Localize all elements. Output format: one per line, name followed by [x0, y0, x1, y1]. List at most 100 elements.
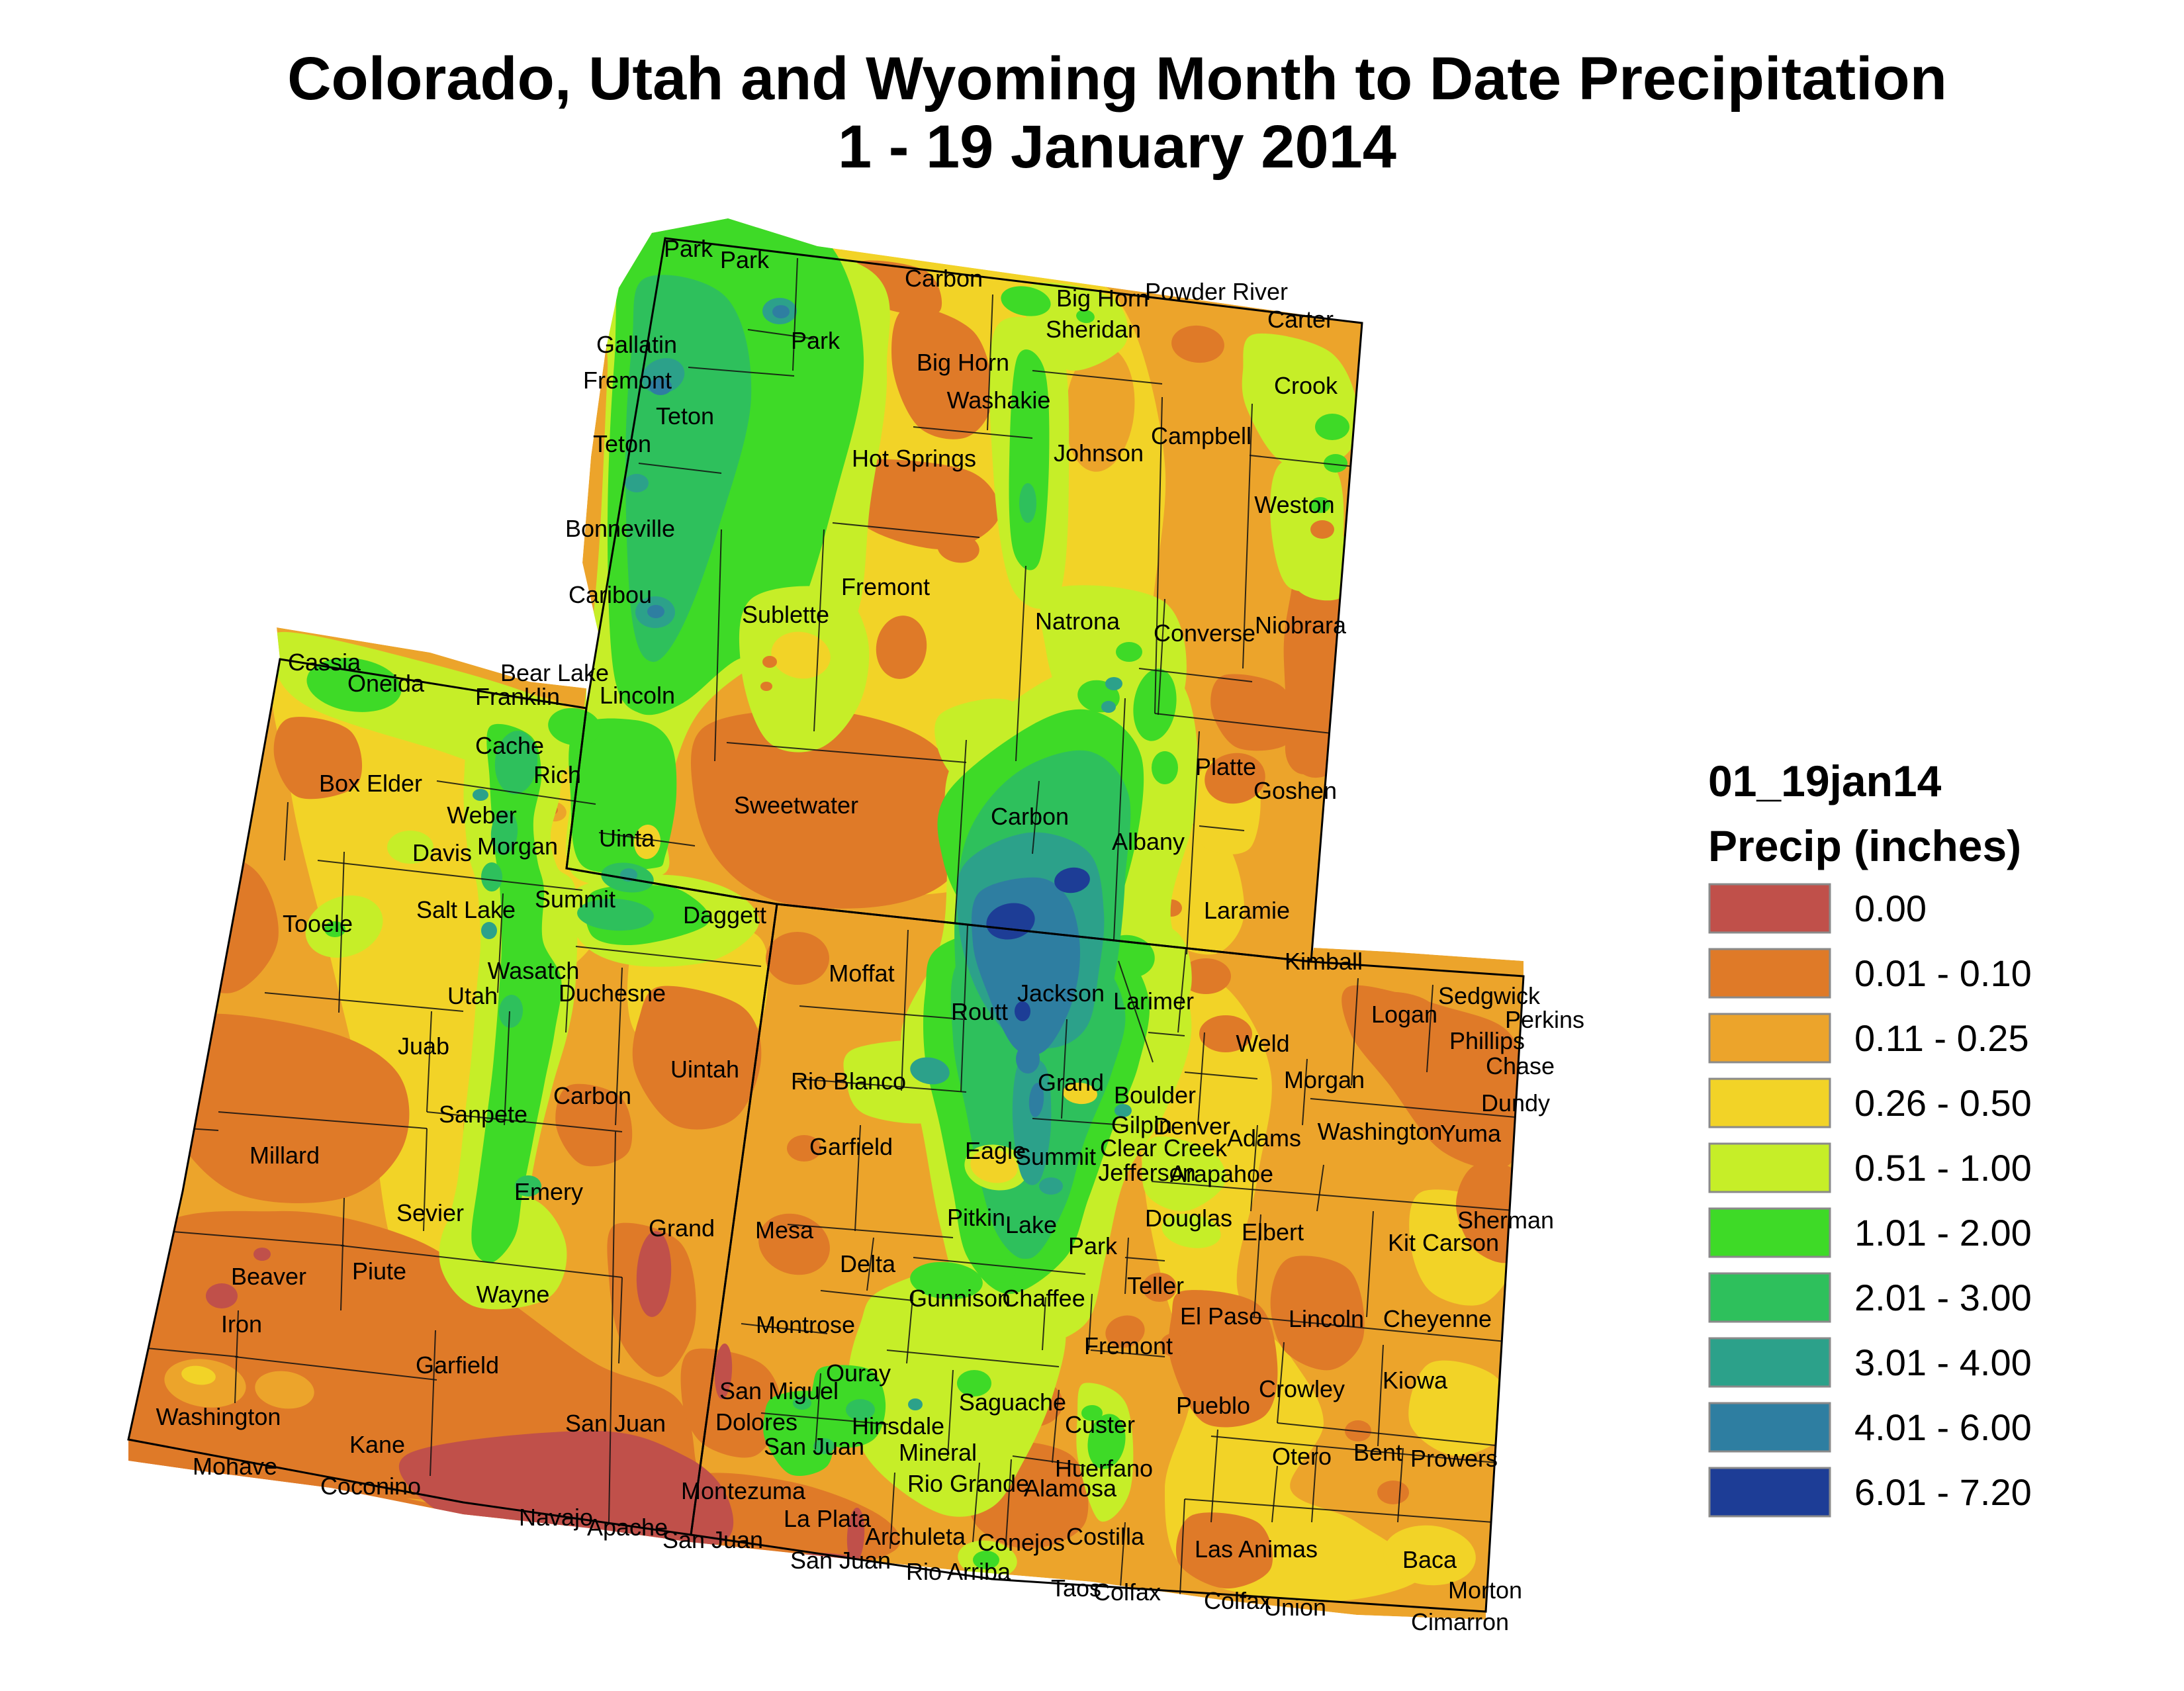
svg-text:Grand: Grand	[649, 1214, 715, 1242]
svg-text:Cassia: Cassia	[288, 649, 361, 676]
svg-text:Morgan: Morgan	[1284, 1066, 1365, 1093]
svg-text:Custer: Custer	[1065, 1411, 1135, 1438]
svg-text:Rio Grande: Rio Grande	[907, 1470, 1029, 1497]
svg-text:Jackson: Jackson	[1017, 980, 1105, 1007]
svg-text:4.01 - 6.00: 4.01 - 6.00	[1854, 1406, 2032, 1448]
svg-text:Washington: Washington	[1318, 1118, 1443, 1145]
svg-text:Goshen: Goshen	[1253, 777, 1337, 804]
svg-text:Weld: Weld	[1236, 1030, 1289, 1057]
svg-text:Sanpete: Sanpete	[439, 1101, 527, 1128]
svg-text:Kane: Kane	[349, 1431, 405, 1458]
svg-text:Teller: Teller	[1127, 1272, 1184, 1299]
svg-text:Morton: Morton	[1448, 1577, 1522, 1604]
svg-text:Kimball: Kimball	[1285, 948, 1363, 975]
svg-text:1 - 19 January 2014: 1 - 19 January 2014	[838, 113, 1396, 181]
svg-text:Park: Park	[1068, 1232, 1118, 1259]
svg-text:Colorado, Utah and Wyoming Mon: Colorado, Utah and Wyoming Month to Date…	[287, 45, 1947, 113]
svg-text:Park: Park	[791, 327, 841, 354]
svg-text:2.01 - 3.00: 2.01 - 3.00	[1854, 1277, 2032, 1318]
svg-text:Box Elder: Box Elder	[319, 770, 422, 797]
svg-text:Saguache: Saguache	[959, 1389, 1066, 1416]
svg-text:Summit: Summit	[535, 886, 615, 913]
svg-text:Campbell: Campbell	[1151, 422, 1251, 449]
svg-text:Ouray: Ouray	[826, 1359, 891, 1387]
svg-text:Park: Park	[664, 235, 713, 262]
svg-text:Iron: Iron	[221, 1310, 262, 1338]
svg-text:1.01 - 2.00: 1.01 - 2.00	[1854, 1212, 2032, 1254]
svg-text:Big Horn: Big Horn	[917, 349, 1009, 376]
svg-text:Rio Blanco: Rio Blanco	[791, 1068, 906, 1095]
svg-text:Archuleta: Archuleta	[865, 1523, 966, 1550]
svg-text:Apache: Apache	[587, 1514, 668, 1541]
svg-text:Precip (inches): Precip (inches)	[1708, 821, 2021, 870]
svg-text:Yuma: Yuma	[1440, 1120, 1502, 1147]
svg-text:Chaffee: Chaffee	[1002, 1285, 1085, 1312]
svg-text:Piute: Piute	[352, 1257, 406, 1285]
svg-text:Rio Arriba: Rio Arriba	[906, 1558, 1011, 1585]
svg-text:Alamosa: Alamosa	[1024, 1475, 1117, 1502]
svg-text:Converse: Converse	[1154, 619, 1255, 647]
svg-text:Johnson: Johnson	[1054, 439, 1144, 467]
svg-text:Sevier: Sevier	[396, 1199, 464, 1226]
svg-text:San Juan: San Juan	[790, 1547, 891, 1574]
svg-text:Dolores: Dolores	[715, 1408, 797, 1436]
svg-text:6.01 - 7.20: 6.01 - 7.20	[1854, 1471, 2032, 1513]
svg-text:Clear Creek: Clear Creek	[1100, 1134, 1228, 1162]
svg-text:Garfield: Garfield	[416, 1351, 499, 1379]
svg-text:Teton: Teton	[593, 430, 651, 457]
svg-text:Cimarron: Cimarron	[1411, 1608, 1509, 1635]
svg-text:Adams: Adams	[1227, 1124, 1301, 1152]
svg-text:Carter: Carter	[1267, 306, 1334, 333]
svg-text:Duchesne: Duchesne	[559, 980, 666, 1007]
svg-text:Caribou: Caribou	[569, 581, 652, 608]
svg-text:Niobrara: Niobrara	[1255, 612, 1347, 639]
svg-text:0.00: 0.00	[1854, 888, 1927, 929]
svg-text:Elbert: Elbert	[1242, 1218, 1304, 1246]
svg-text:0.11 - 0.25: 0.11 - 0.25	[1854, 1017, 2029, 1059]
svg-text:Big Horn: Big Horn	[1056, 285, 1149, 312]
svg-text:Mineral: Mineral	[899, 1439, 977, 1466]
svg-text:Wasatch: Wasatch	[488, 957, 580, 984]
svg-text:Denver: Denver	[1154, 1113, 1230, 1140]
svg-text:Logan: Logan	[1371, 1001, 1437, 1028]
svg-text:Sherman: Sherman	[1457, 1207, 1554, 1234]
svg-text:Colfax: Colfax	[1093, 1578, 1161, 1606]
svg-text:San Juan: San Juan	[662, 1526, 763, 1553]
svg-text:Weston: Weston	[1254, 491, 1334, 518]
svg-text:Hinsdale: Hinsdale	[852, 1412, 944, 1440]
svg-text:Chase: Chase	[1486, 1052, 1555, 1079]
svg-text:San Juan: San Juan	[764, 1433, 864, 1460]
svg-text:0.01 - 0.10: 0.01 - 0.10	[1854, 952, 2032, 994]
svg-text:Daggett: Daggett	[683, 901, 766, 929]
svg-text:01_19jan14: 01_19jan14	[1708, 756, 1942, 805]
svg-text:Fremont: Fremont	[583, 367, 672, 394]
svg-text:Navajo: Navajo	[519, 1504, 593, 1531]
svg-text:Coconino: Coconino	[320, 1473, 421, 1500]
svg-text:0.51 - 1.00: 0.51 - 1.00	[1854, 1147, 2032, 1189]
svg-text:Powder River: Powder River	[1145, 278, 1288, 305]
svg-text:Gunnison: Gunnison	[909, 1285, 1011, 1312]
svg-text:Baca: Baca	[1402, 1546, 1457, 1573]
svg-text:Albany: Albany	[1112, 828, 1185, 855]
svg-text:Cache: Cache	[475, 732, 544, 759]
svg-text:Grand: Grand	[1038, 1069, 1104, 1096]
svg-text:Lake: Lake	[1005, 1211, 1057, 1238]
svg-text:Routt: Routt	[951, 998, 1008, 1025]
svg-text:Natrona: Natrona	[1035, 608, 1120, 635]
svg-text:Conejos: Conejos	[978, 1529, 1065, 1556]
svg-text:Cheyenne: Cheyenne	[1383, 1305, 1492, 1332]
svg-text:Garfield: Garfield	[809, 1133, 893, 1160]
svg-text:Crook: Crook	[1274, 372, 1338, 399]
svg-text:Colfax: Colfax	[1204, 1587, 1271, 1614]
svg-text:Tooele: Tooele	[283, 910, 353, 937]
svg-text:Phillips: Phillips	[1449, 1027, 1525, 1054]
svg-text:Beaver: Beaver	[231, 1263, 306, 1290]
svg-text:Perkins: Perkins	[1505, 1006, 1584, 1033]
svg-text:San Juan: San Juan	[565, 1410, 666, 1437]
svg-text:Dundy: Dundy	[1481, 1089, 1550, 1117]
svg-text:Union: Union	[1264, 1594, 1326, 1621]
svg-text:Sweetwater: Sweetwater	[734, 792, 858, 819]
svg-text:Huerfano: Huerfano	[1055, 1455, 1153, 1482]
svg-text:Wayne: Wayne	[477, 1281, 550, 1308]
svg-text:Mohave: Mohave	[193, 1453, 277, 1480]
